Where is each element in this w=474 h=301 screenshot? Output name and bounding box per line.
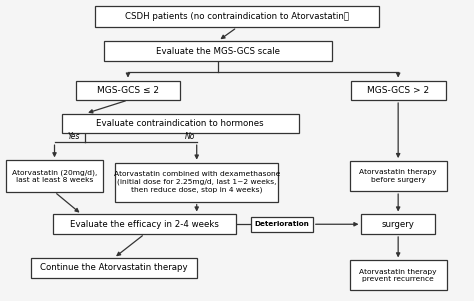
Text: Evaluate the efficacy in 2-4 weeks: Evaluate the efficacy in 2-4 weeks — [70, 220, 219, 229]
Text: Atorvastatin therapy
prevent recurrence: Atorvastatin therapy prevent recurrence — [359, 269, 437, 282]
Text: Evaluate the MGS-GCS scale: Evaluate the MGS-GCS scale — [156, 47, 280, 56]
FancyBboxPatch shape — [95, 6, 379, 27]
Text: No: No — [184, 132, 195, 141]
FancyBboxPatch shape — [349, 161, 447, 191]
Text: Continue the Atorvastatin therapy: Continue the Atorvastatin therapy — [40, 263, 188, 272]
Text: MGS-GCS > 2: MGS-GCS > 2 — [367, 86, 429, 95]
FancyBboxPatch shape — [6, 160, 103, 192]
Text: CSDH patients (no contraindication to Atorvastatin）: CSDH patients (no contraindication to At… — [125, 12, 349, 21]
FancyBboxPatch shape — [62, 113, 299, 133]
Text: Yes: Yes — [67, 132, 80, 141]
Text: Evaluate contraindication to hormones: Evaluate contraindication to hormones — [96, 119, 264, 128]
Text: MGS-GCS ≤ 2: MGS-GCS ≤ 2 — [97, 86, 159, 95]
FancyBboxPatch shape — [349, 260, 447, 290]
FancyBboxPatch shape — [351, 81, 446, 100]
FancyBboxPatch shape — [251, 217, 313, 232]
Text: Deterioration: Deterioration — [255, 221, 310, 227]
FancyBboxPatch shape — [31, 258, 197, 278]
FancyBboxPatch shape — [53, 214, 236, 234]
FancyBboxPatch shape — [115, 163, 278, 202]
Text: Atorvastatin combined with dexamethasone
(initial dose for 2.25mg/d, last 1~2 we: Atorvastatin combined with dexamethasone… — [113, 171, 280, 193]
Text: Atorvastatin therapy
before surgery: Atorvastatin therapy before surgery — [359, 169, 437, 183]
FancyBboxPatch shape — [361, 214, 435, 234]
Text: Atorvastatin (20mg/d),
last at least 8 weeks: Atorvastatin (20mg/d), last at least 8 w… — [12, 169, 97, 183]
FancyBboxPatch shape — [104, 41, 332, 61]
FancyBboxPatch shape — [76, 81, 180, 100]
Text: surgery: surgery — [382, 220, 415, 229]
